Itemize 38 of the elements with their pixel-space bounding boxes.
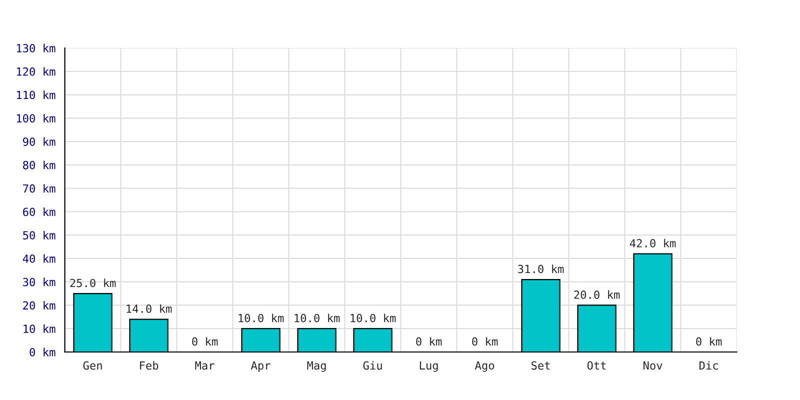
data-label: 31.0 km bbox=[518, 264, 564, 274]
x-tick-label: Dic bbox=[700, 361, 718, 370]
data-label: 0 km bbox=[472, 337, 498, 346]
x-tick-label: Ago bbox=[474, 361, 494, 372]
y-tick-label: 120 km bbox=[16, 67, 56, 76]
data-label: 25.0 km bbox=[70, 278, 116, 288]
y-tick-label: 80 km bbox=[23, 160, 56, 170]
x-tick-label: Apr bbox=[250, 361, 270, 372]
x-tick-label: Giu bbox=[363, 361, 382, 370]
y-tick-label: 10 km bbox=[24, 324, 56, 334]
data-label: 14.0 km bbox=[126, 304, 172, 313]
y-tick-label: 90 km bbox=[23, 137, 56, 146]
data-label: 20.0 km bbox=[574, 290, 620, 299]
x-tick-label: Mar bbox=[195, 361, 214, 370]
y-tick-label: 30 km bbox=[23, 278, 56, 286]
data-label: 10.0 km bbox=[238, 314, 284, 322]
x-tick-label: Lug bbox=[420, 361, 438, 372]
data-label: 0 km bbox=[416, 337, 442, 346]
data-label: 10.0 km bbox=[350, 314, 396, 322]
y-tick-label: 20 km bbox=[23, 301, 56, 310]
x-tick-label: Nov bbox=[644, 361, 662, 370]
y-tick-label: 130 km bbox=[16, 44, 56, 52]
data-label: 0 km bbox=[192, 337, 218, 346]
x-tick-label: Ott bbox=[587, 361, 606, 370]
x-tick-label: Feb bbox=[140, 361, 158, 370]
data-label: 0 km bbox=[696, 337, 722, 346]
y-tick-label: 50 km bbox=[23, 230, 56, 240]
y-tick-label: 110 km bbox=[16, 90, 56, 100]
x-tick-label: Gen bbox=[83, 361, 102, 370]
x-tick-label: Set bbox=[532, 361, 550, 370]
y-tick-label: 60 km bbox=[23, 208, 56, 216]
data-label: 42.0 km bbox=[630, 238, 676, 248]
x-tick-label: Mag bbox=[307, 361, 326, 372]
data-label: 10.0 km bbox=[294, 314, 340, 322]
y-tick-label: 40 km bbox=[22, 254, 56, 263]
y-tick-label: 70 km bbox=[23, 184, 56, 193]
y-tick-label: 0 km bbox=[30, 348, 56, 356]
y-tick-label: 100 km bbox=[16, 114, 56, 123]
